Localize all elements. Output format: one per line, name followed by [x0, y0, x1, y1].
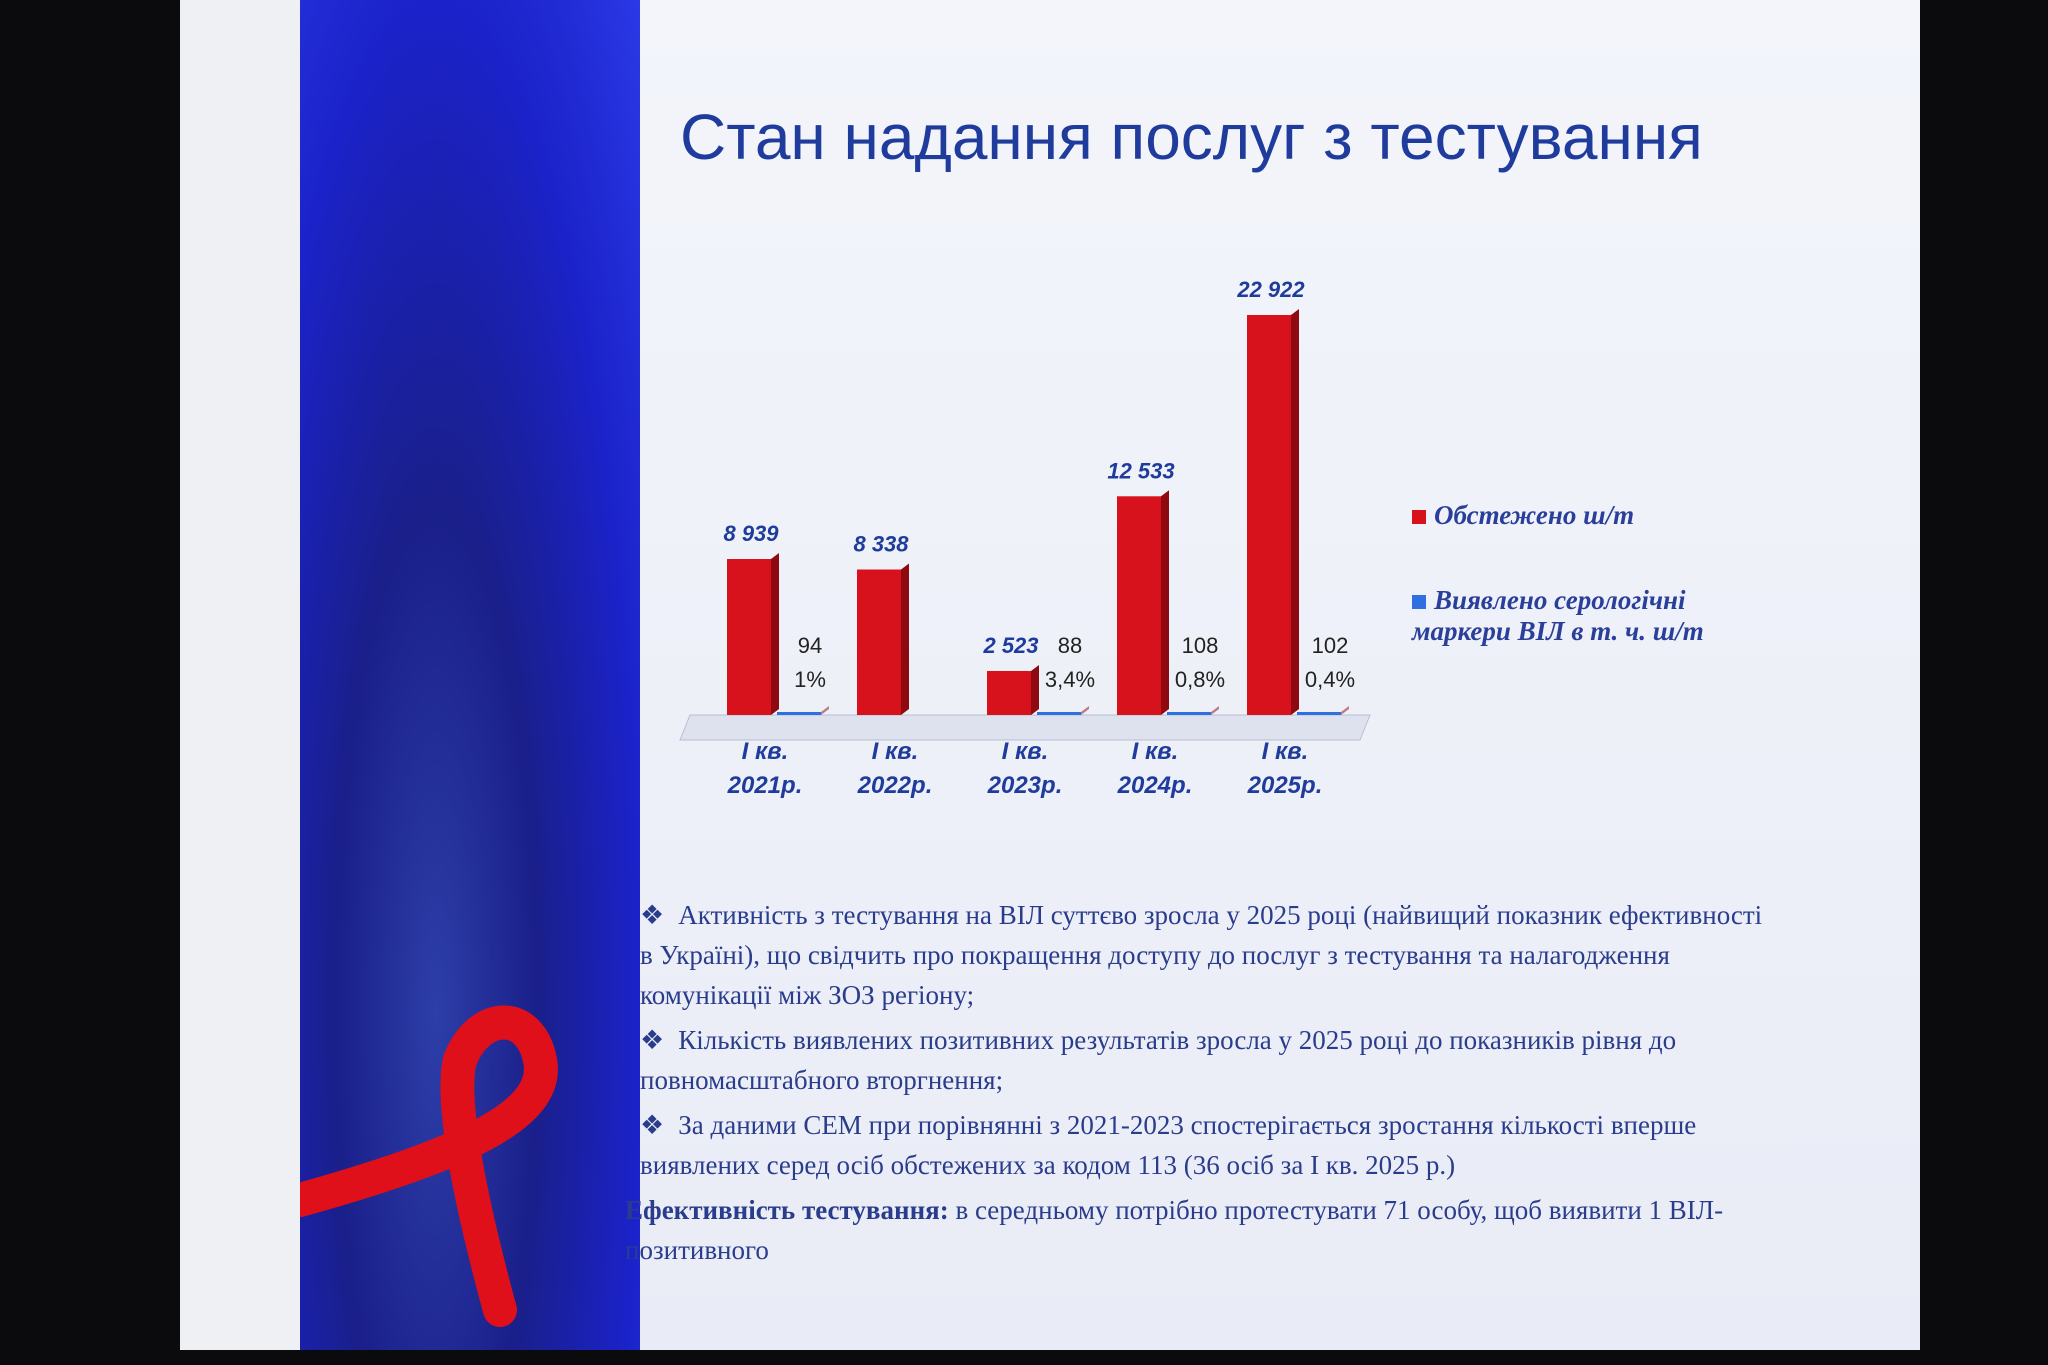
x-tick-label: І кв. 2023р. [987, 738, 1063, 799]
legend-swatch [1412, 510, 1426, 524]
value-label: 8 338 [853, 531, 909, 556]
value-label: 102 [1312, 633, 1349, 658]
share-label: 0,8% [1175, 667, 1225, 692]
bar [1037, 712, 1081, 715]
bar [1297, 712, 1341, 715]
value-label: 94 [798, 633, 822, 658]
value-label: 22 922 [1236, 277, 1305, 302]
bullet: За даними СЕМ при порівнянні з 2021-2023… [640, 1105, 1780, 1185]
slide-strip [180, 0, 300, 1350]
share-label: 3,4% [1045, 667, 1095, 692]
bar [777, 712, 821, 715]
bar-side [1081, 706, 1089, 715]
conclusion-label: Ефективність тестування: [625, 1195, 949, 1225]
value-label: 12 533 [1107, 458, 1174, 483]
legend-label: Виявлено серологічні маркери ВІЛ в т. ч.… [1412, 585, 1704, 646]
bar [987, 670, 1031, 715]
share-label: 0,4% [1305, 667, 1355, 692]
legend-swatch [1412, 595, 1426, 609]
legend-item: Виявлено серологічні маркери ВІЛ в т. ч.… [1412, 585, 1772, 647]
slide-title: Стан надання послуг з тестування [680, 101, 1703, 173]
x-tick-label: І кв. 2024р. [1117, 738, 1193, 799]
bar-side [1161, 490, 1169, 715]
conclusion-text: в середньому потрібно протестувати 71 ос… [625, 1195, 1724, 1265]
value-label: 8 939 [723, 521, 779, 546]
bar [1117, 496, 1161, 715]
legend-label: Обстежено ш/т [1434, 500, 1635, 530]
bullet: Активність з тестування на ВІЛ суттєво з… [640, 895, 1780, 1015]
bar [727, 559, 771, 715]
bar-side [1291, 309, 1299, 715]
value-label: 108 [1182, 633, 1219, 658]
conclusion: Ефективність тестування: в середньому по… [625, 1190, 1785, 1270]
value-label: 88 [1058, 633, 1082, 658]
x-tick-label: І кв. 2021р. [727, 738, 803, 799]
bar-side [1031, 664, 1039, 715]
bar [1247, 315, 1291, 715]
bar [857, 569, 901, 715]
image-panel [283, 0, 640, 1350]
bar-side [1211, 706, 1219, 715]
x-tick-label: І кв. 2022р. [857, 738, 933, 799]
value-label: 2 523 [982, 633, 1038, 658]
bar [1167, 712, 1211, 715]
bar-side [1341, 706, 1349, 715]
legend-item: Обстежено ш/т [1412, 500, 1634, 531]
bar-side [901, 563, 909, 715]
bar-side [821, 706, 829, 715]
bullet: Кількість виявлених позитивних результат… [640, 1020, 1780, 1100]
ribbon [283, 1005, 558, 1327]
bar-side [771, 553, 779, 715]
share-label: 1% [794, 667, 826, 692]
x-tick-label: І кв. 2025р. [1247, 738, 1323, 799]
